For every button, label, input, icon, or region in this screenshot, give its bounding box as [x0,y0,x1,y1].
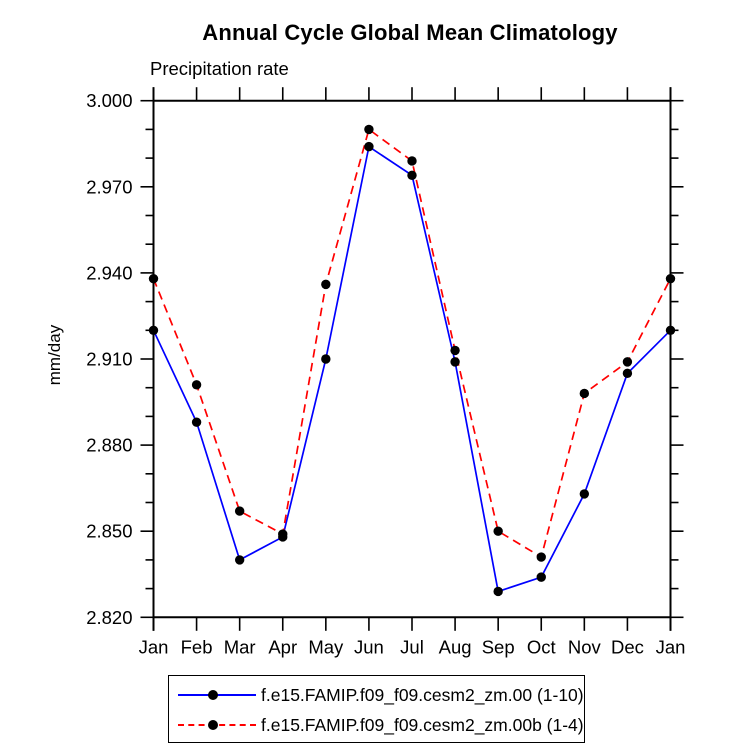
series-line-0 [152,145,672,593]
y-ticks [140,99,684,619]
x-ticks [152,87,672,631]
svg-text:Feb: Feb [181,636,213,657]
svg-text:2.880: 2.880 [86,435,132,456]
legend-row-series-1: f.e15.FAMIP.f09_f09.cesm2_zm.00b (1-4) [169,710,584,740]
legend: f.e15.FAMIP.f09_f09.cesm2_zm.00 (1-10) f… [168,675,585,743]
series-line-1 [152,127,672,559]
svg-text:Mar: Mar [224,636,256,657]
svg-text:Sep: Sep [482,636,515,657]
svg-text:2.850: 2.850 [86,521,132,542]
svg-text:Aug: Aug [439,636,472,657]
legend-marker-dot [208,690,218,700]
svg-text:Jun: Jun [354,636,384,657]
svg-text:Jan: Jan [656,636,686,657]
svg-text:2.910: 2.910 [86,349,132,370]
legend-row-series-0: f.e15.FAMIP.f09_f09.cesm2_zm.00 (1-10) [169,680,584,710]
svg-text:3.000: 3.000 [86,90,132,111]
chart-subtitle: Precipitation rate [150,58,289,79]
series-markers-0 [148,141,676,597]
y-tick-labels: 3.000 2.970 2.940 2.910 2.880 2.850 2.820 [86,90,132,628]
svg-text:Jan: Jan [139,636,169,657]
series-markers-1 [148,124,676,562]
svg-text:Nov: Nov [568,636,602,657]
chart-title: Annual Cycle Global Mean Climatology [202,20,618,45]
legend-label-series-0: f.e15.FAMIP.f09_f09.cesm2_zm.00 (1-10) [261,684,584,705]
legend-label-series-1: f.e15.FAMIP.f09_f09.cesm2_zm.00b (1-4) [261,714,584,735]
plot-axes [152,87,672,631]
svg-text:2.970: 2.970 [86,176,132,197]
svg-text:2.820: 2.820 [86,607,132,628]
svg-text:Oct: Oct [527,636,556,657]
svg-text:Jul: Jul [400,636,424,657]
svg-text:Apr: Apr [268,636,297,657]
legend-marker-dot [208,720,218,730]
svg-text:Dec: Dec [611,636,644,657]
svg-text:May: May [308,636,344,657]
svg-text:2.940: 2.940 [86,262,132,283]
x-tick-labels: Jan Feb Mar Apr May Jun Jul Aug Sep Oct Nov Dec Jan [139,636,686,657]
